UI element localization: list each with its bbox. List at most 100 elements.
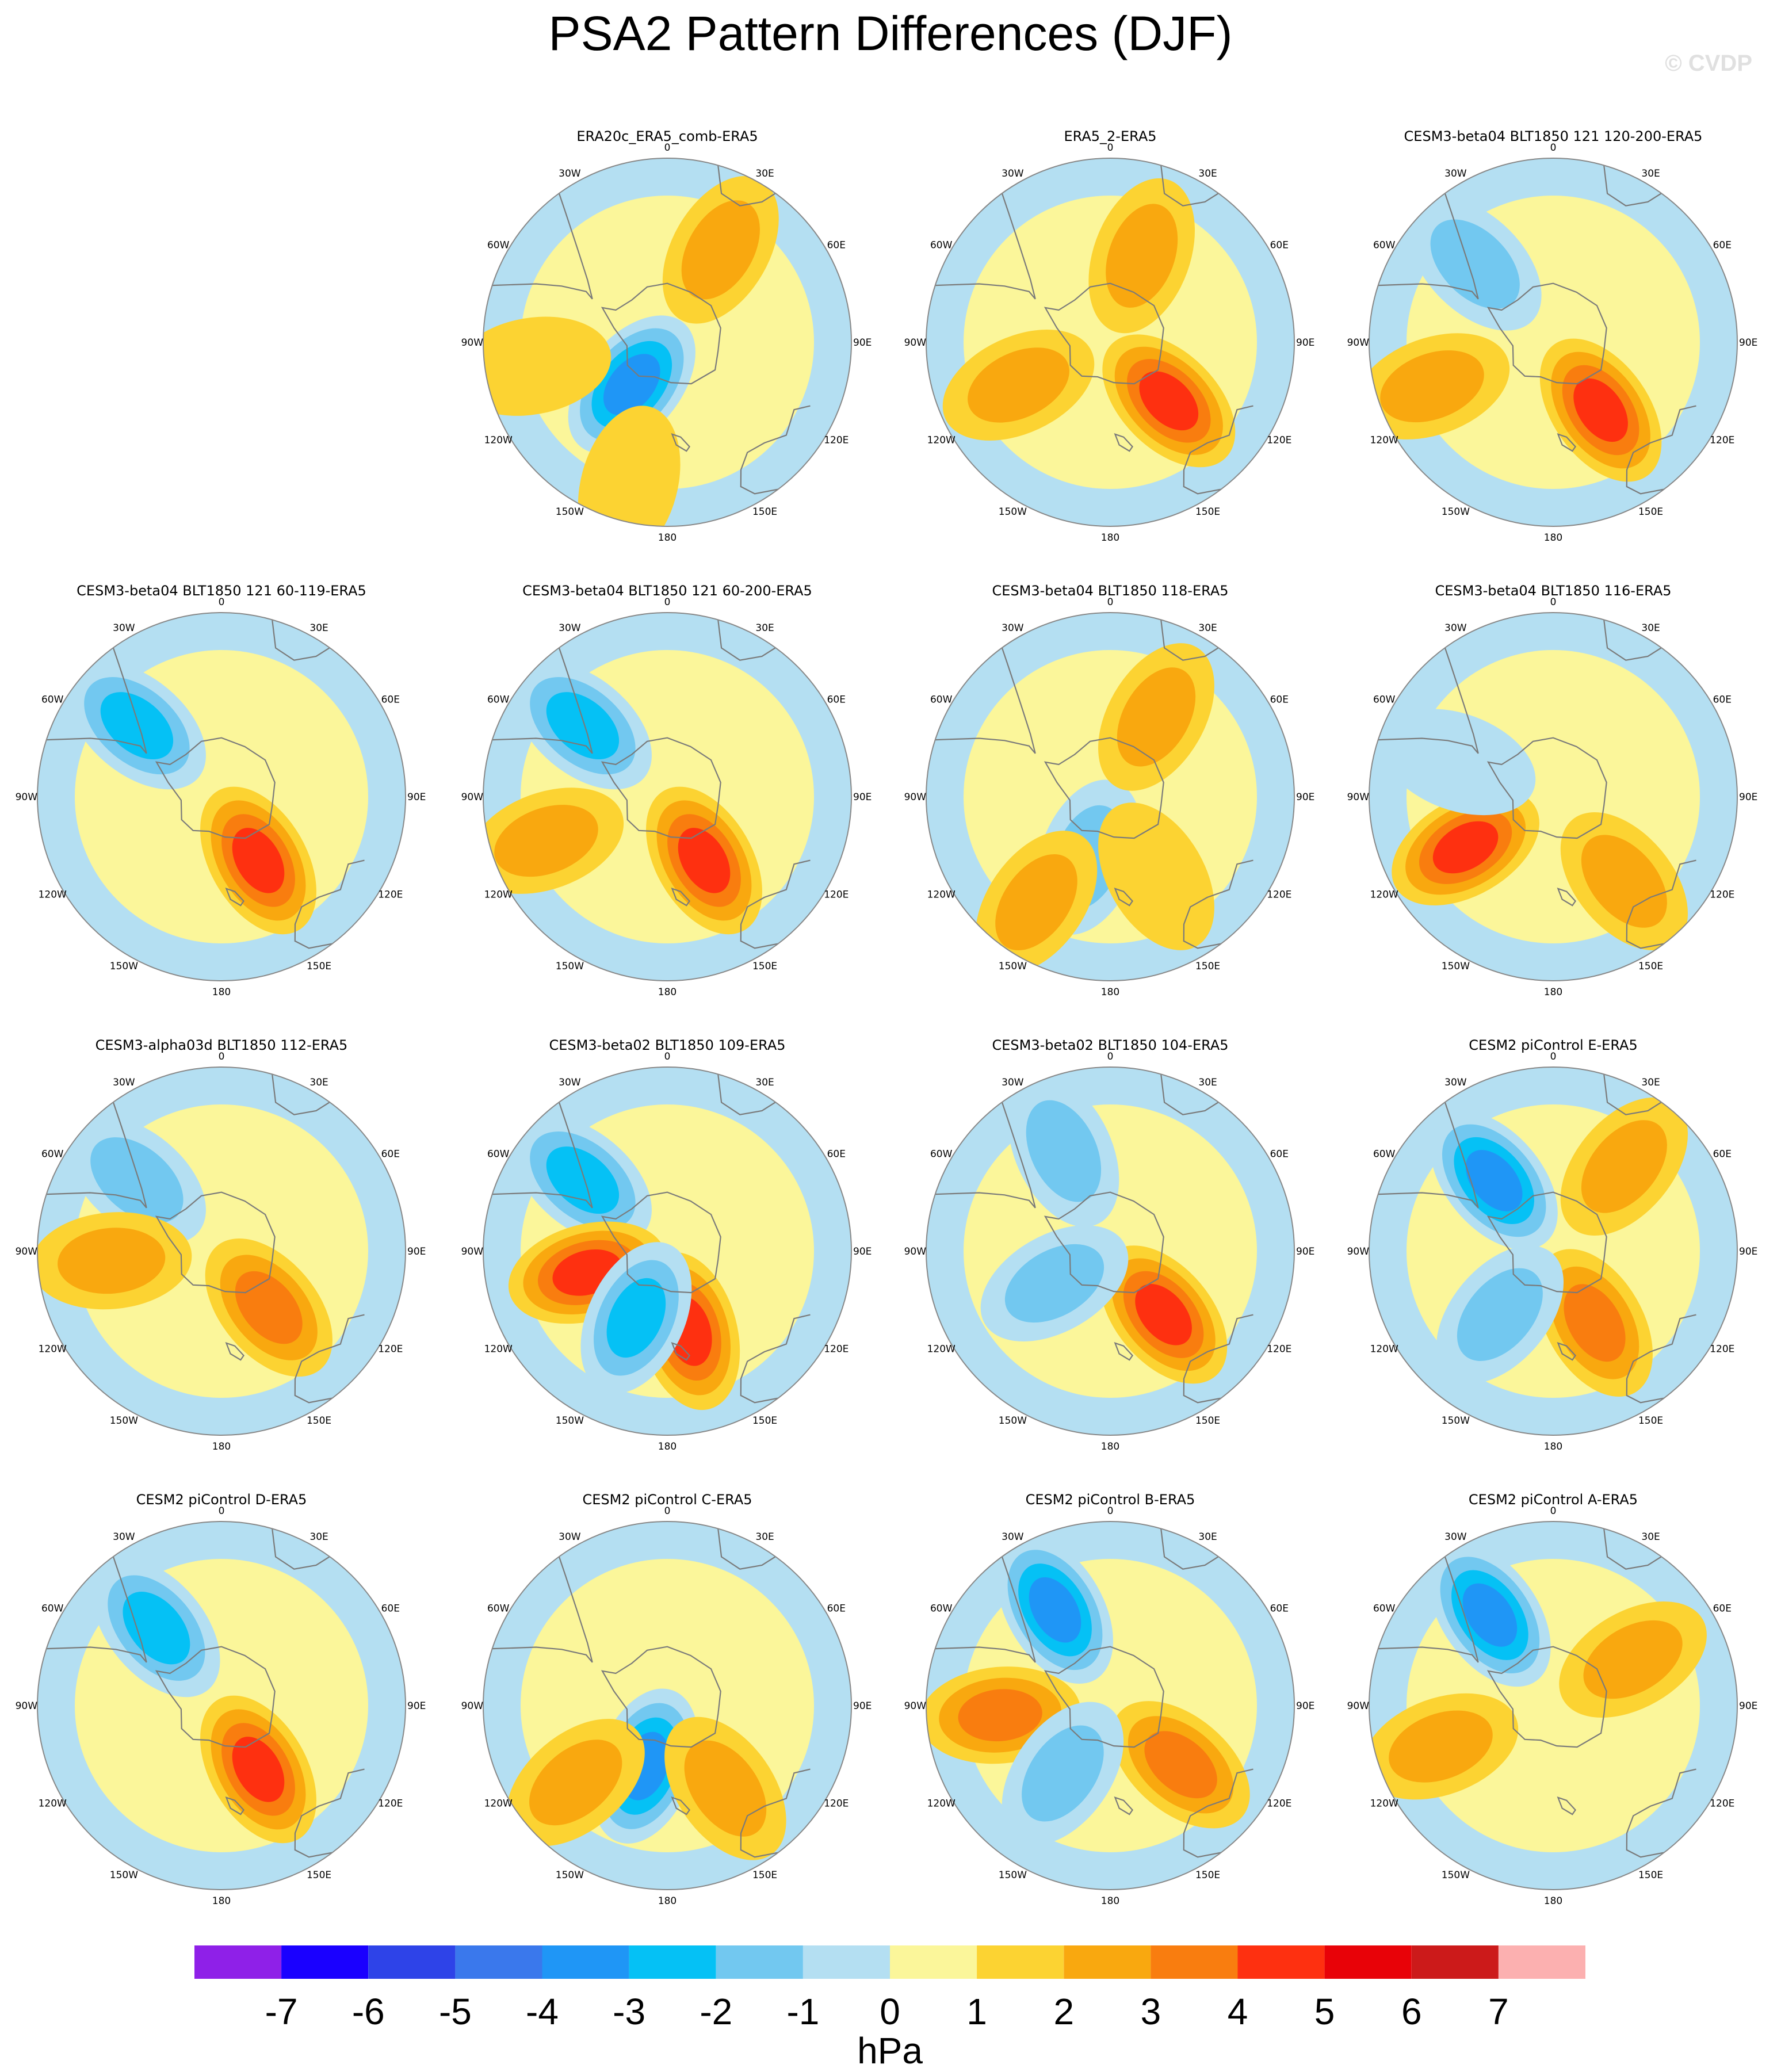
longitude-label: 120W [484,1344,513,1355]
map-frame [1369,612,1738,981]
longitude-label: 60E [1270,694,1289,705]
africa-outline [1160,620,1219,661]
longitude-label: 120W [1370,1798,1398,1810]
africa-outline [717,1528,776,1570]
australia-outline [740,405,811,495]
anomaly-contour [58,1228,166,1294]
longitude-label: 30E [755,1077,774,1088]
colorbar-box [977,1945,1064,1979]
antarctica-outline [601,1191,721,1294]
colorbar-box [802,1945,890,1979]
longitude-label: 150E [1638,1870,1663,1881]
longitude-label: 180 [1101,1441,1119,1452]
longitude-label: 60E [827,694,846,705]
antarctica-outline [1044,282,1164,385]
longitude-label: 60E [827,239,846,251]
page-title: PSA2 Pattern Differences (DJF) [548,6,1233,60]
map-frame [483,1521,852,1890]
longitude-label: 90W [1347,792,1370,803]
panel-title: CESM3-beta04 BLT1850 121 60-119-ERA5 [77,583,366,599]
anomaly-contour [1004,1244,1104,1323]
colorbar-tick-label: 3 [1141,1991,1161,2032]
longitude-label: 180 [1544,987,1562,998]
longitude-label: 0 [1107,597,1114,608]
longitude-label: 180 [212,987,231,998]
longitude-label: 90E [1296,1246,1314,1257]
longitude-label: 150E [1195,506,1220,518]
anomaly-contour [1135,1284,1192,1345]
longitude-label: 90E [1739,1700,1757,1712]
longitude-label: 120W [484,889,513,901]
longitude-label: 150E [1195,1415,1220,1427]
longitude-label: 120E [1710,1344,1734,1355]
longitude-label: 60E [1270,1148,1289,1160]
south-america-outline [46,647,147,754]
africa-outline [1160,1528,1219,1570]
longitude-label: 60W [487,239,510,251]
longitude-label: 120E [378,1344,403,1355]
longitude-label: 30W [1002,622,1024,634]
panel-title: CESM2 piControl D-ERA5 [136,1492,307,1508]
longitude-label: 90W [1347,1700,1370,1712]
longitude-label: 30E [309,1531,328,1543]
longitude-label: 60W [487,694,510,705]
longitude-label: 150W [556,1415,584,1427]
longitude-label: 90W [461,337,484,349]
longitude-label: 60W [930,1148,953,1160]
map-frame [926,158,1295,527]
colorbar-tick-label: 7 [1488,1991,1509,2032]
antarctica-outline [601,1646,721,1748]
panel-title: CESM2 piControl E-ERA5 [1469,1037,1637,1053]
antarctica-outline [155,1191,276,1294]
longitude-label: 150W [1442,506,1470,518]
longitude-label: 60E [1270,239,1289,251]
longitude-label: 90W [461,1700,484,1712]
south-america-outline [935,647,1036,754]
longitude-label: 30E [1198,1531,1217,1543]
longitude-label: 30E [1641,1531,1660,1543]
antarctica-outline [601,282,721,385]
longitude-label: 30W [559,168,581,179]
colorbar-box [890,1945,977,1979]
anomaly-contour [1573,378,1628,442]
longitude-label: 120E [824,889,849,901]
colorbar-tick-label: 6 [1401,1991,1422,2032]
longitude-label: 60W [41,1603,64,1614]
africa-outline [272,620,330,661]
longitude-label: 180 [658,987,677,998]
antarctica-outline [1044,1646,1164,1748]
longitude-label: 90W [1347,1246,1370,1257]
longitude-label: 150W [999,506,1027,518]
longitude-label: 150E [1638,1415,1663,1427]
antarctica-outline [1486,282,1607,385]
longitude-label: 90E [1739,1246,1757,1257]
longitude-label: 90E [853,1246,872,1257]
longitude-label: 30W [559,622,581,634]
anomaly-contour [1581,1120,1667,1213]
longitude-label: 60E [1713,1148,1732,1160]
africa-outline [717,1074,776,1115]
new-zealand-outline [671,1342,691,1361]
anomaly-contour [1581,835,1667,928]
africa-outline [272,1074,330,1115]
colorbar-tick-label: -6 [352,1991,385,2032]
longitude-label: 60E [381,1148,400,1160]
longitude-label: 90W [904,337,927,349]
antarctica-outline [155,1646,276,1748]
longitude-label: 90W [461,792,484,803]
longitude-label: 150W [999,1415,1027,1427]
colorbar-tick-label: 1 [966,1991,987,2032]
longitude-label: 90E [1296,792,1314,803]
antarctica-outline [1044,1191,1164,1294]
panel-title: CESM3-beta04 BLT1850 121 120-200-ERA5 [1404,128,1703,144]
longitude-label: 30E [755,1531,774,1543]
